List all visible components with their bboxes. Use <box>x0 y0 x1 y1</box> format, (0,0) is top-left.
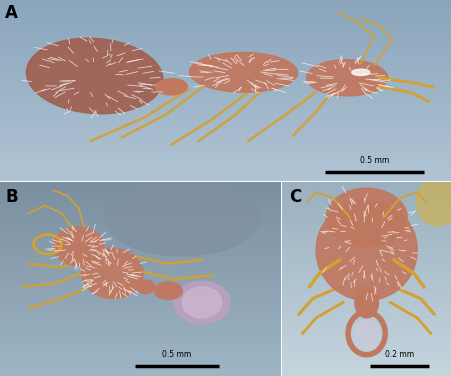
Circle shape <box>355 320 378 347</box>
Ellipse shape <box>154 282 182 300</box>
Text: 0.5 mm: 0.5 mm <box>162 350 191 359</box>
Ellipse shape <box>105 179 259 256</box>
Ellipse shape <box>355 287 378 318</box>
Ellipse shape <box>352 69 370 76</box>
Ellipse shape <box>174 281 230 324</box>
Ellipse shape <box>182 287 221 318</box>
Text: C: C <box>289 188 301 206</box>
Ellipse shape <box>307 60 388 96</box>
Text: 0.2 mm: 0.2 mm <box>385 350 414 359</box>
Text: 0.5 mm: 0.5 mm <box>360 156 389 165</box>
Ellipse shape <box>138 280 154 294</box>
Ellipse shape <box>189 52 298 92</box>
Ellipse shape <box>416 177 451 226</box>
Ellipse shape <box>53 227 104 265</box>
Ellipse shape <box>316 200 417 300</box>
Ellipse shape <box>81 248 143 299</box>
Ellipse shape <box>27 38 163 114</box>
Text: B: B <box>5 188 18 206</box>
Text: A: A <box>5 4 18 21</box>
Ellipse shape <box>156 79 187 95</box>
Ellipse shape <box>326 188 407 246</box>
